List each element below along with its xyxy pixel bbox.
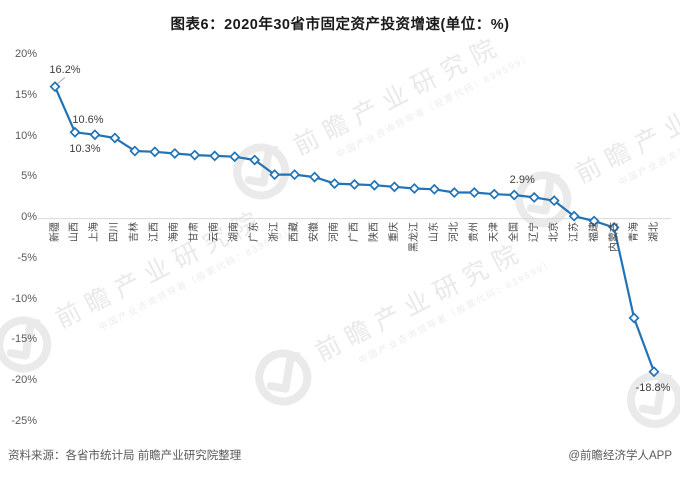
data-point-marker-湖北 [648, 366, 660, 378]
data-point-marker-吉林 [129, 145, 141, 157]
x-axis-label-甘肃: 甘肃 [189, 222, 201, 242]
x-axis-label-贵州: 贵州 [468, 222, 480, 242]
y-axis-label: 10% [14, 129, 37, 142]
data-point-marker-辽宁 [528, 191, 540, 203]
data-point-marker-黑龙江 [408, 182, 420, 194]
data-point-marker-江西 [149, 146, 161, 158]
x-axis-label-广西: 广西 [349, 222, 360, 242]
y-axis-label: 15% [14, 88, 37, 101]
x-axis-label-黑龙江: 黑龙江 [408, 222, 420, 252]
x-axis-label-西藏: 西藏 [289, 222, 301, 242]
x-axis-label-江西: 江西 [149, 222, 161, 242]
data-point-marker-全国 [508, 189, 520, 201]
data-point-marker-河北 [448, 187, 460, 199]
chart-title: 图表6：2020年30省市固定资产投资增速(单位：%) [170, 17, 510, 33]
x-axis-label-福建: 福建 [588, 222, 600, 242]
data-point-marker-云南 [209, 150, 221, 162]
x-axis-label-北京: 北京 [548, 222, 560, 242]
credit-note: @前瞻经济学人APP [568, 450, 672, 462]
data-point-marker-山东 [428, 183, 440, 195]
annotation-leader-line [56, 77, 66, 85]
x-axis-label-天津: 天津 [488, 222, 500, 242]
x-axis-label-山西: 山西 [69, 222, 81, 242]
data-point-marker-陕西 [368, 179, 380, 191]
data-label: 16.2% [49, 63, 81, 76]
x-axis-label-山东: 山东 [428, 222, 440, 242]
data-point-marker-上海 [89, 129, 101, 141]
data-point-marker-河南 [329, 178, 341, 190]
y-axis-label: 0% [21, 211, 37, 224]
x-axis-label-浙江: 浙江 [269, 222, 281, 242]
data-point-marker-安徽 [309, 171, 321, 183]
x-axis-label-陕西: 陕西 [368, 222, 380, 242]
data-label: 2.9% [509, 173, 535, 186]
y-axis-label: -15% [11, 333, 37, 346]
y-axis-label: -25% [11, 414, 37, 427]
x-axis-label-辽宁: 辽宁 [528, 222, 540, 242]
y-axis-label: 5% [21, 170, 37, 183]
data-point-marker-青海 [628, 312, 640, 324]
x-axis-label-湖北: 湖北 [648, 222, 660, 242]
x-axis-label-湖南: 湖南 [229, 222, 241, 242]
data-point-marker-天津 [488, 188, 500, 200]
x-axis-label-安徽: 安徽 [309, 222, 321, 242]
y-axis-label: -10% [11, 292, 37, 305]
y-axis-label: -20% [11, 373, 37, 386]
data-point-marker-重庆 [388, 181, 400, 193]
x-axis-label-江苏: 江苏 [568, 222, 580, 242]
data-point-marker-内蒙古 [608, 222, 620, 234]
data-point-marker-山西 [69, 126, 81, 138]
data-point-marker-湖南 [229, 151, 241, 163]
x-axis-label-广东: 广东 [249, 222, 261, 242]
data-label: 10.3% [69, 142, 101, 155]
x-axis-label-河南: 河南 [329, 222, 341, 242]
x-axis-label-吉林: 吉林 [129, 222, 141, 242]
footer: 资料来源：各省市统计局 前瞻产业研究院整理 @前瞻经济学人APP [0, 445, 680, 463]
data-point-marker-江苏 [568, 210, 580, 222]
data-point-marker-甘肃 [189, 149, 201, 161]
x-axis-label-河北: 河北 [448, 222, 460, 242]
data-point-marker-西藏 [289, 169, 301, 181]
data-label: 10.6% [72, 114, 104, 127]
data-point-marker-新疆 [49, 81, 61, 93]
y-axis-label: 20% [14, 48, 37, 61]
x-axis-label-全国: 全国 [508, 222, 520, 242]
data-point-marker-海南 [169, 147, 181, 159]
source-note: 资料来源：各省市统计局 前瞻产业研究院整理 [8, 450, 242, 462]
x-axis-label-重庆: 重庆 [388, 222, 400, 242]
x-axis-label-海南: 海南 [169, 222, 181, 242]
data-point-marker-广西 [348, 178, 361, 190]
x-axis-label-云南: 云南 [209, 222, 221, 242]
x-axis-label-青海: 青海 [628, 222, 640, 242]
x-axis-label-上海: 上海 [89, 222, 101, 242]
data-point-marker-福建 [588, 215, 600, 227]
data-label: -18.8% [635, 381, 671, 394]
data-point-marker-贵州 [468, 187, 480, 199]
x-axis-label-新疆: 新疆 [49, 222, 61, 242]
x-axis-label-四川: 四川 [109, 222, 121, 242]
x-axis-label-内蒙古: 内蒙古 [608, 222, 620, 252]
y-axis-label: -5% [17, 251, 37, 264]
data-point-marker-四川 [109, 132, 121, 144]
